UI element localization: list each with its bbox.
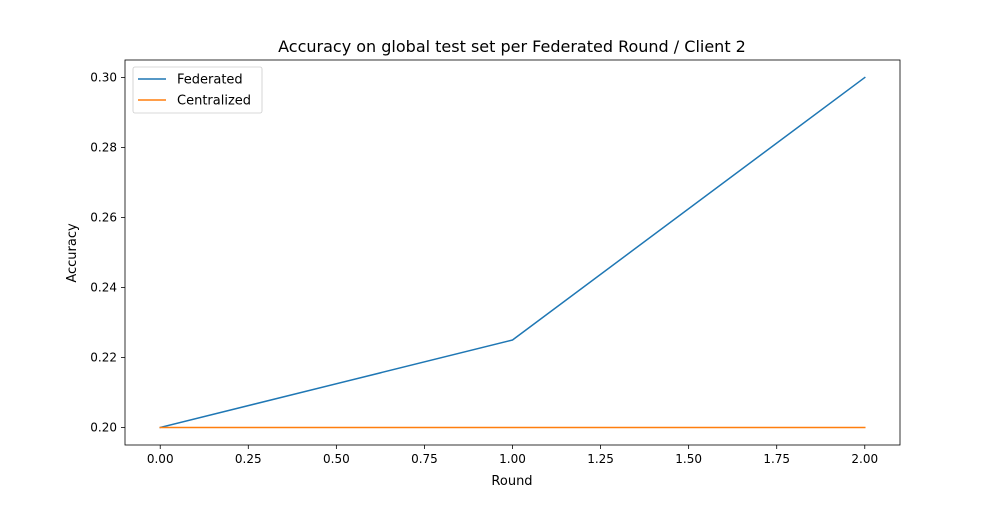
legend-label: Federated xyxy=(177,73,243,88)
x-tick-label: 1.75 xyxy=(763,452,790,466)
x-tick-label: 2.00 xyxy=(851,452,878,466)
legend-label: Centralized xyxy=(177,94,251,109)
x-tick-label: 0.75 xyxy=(411,452,438,466)
chart-title: Accuracy on global test set per Federate… xyxy=(278,37,746,56)
x-tick-label: 1.00 xyxy=(499,452,526,466)
axes-frame xyxy=(124,59,901,446)
x-tick-label: 0.50 xyxy=(323,452,350,466)
y-tick-label: 0.30 xyxy=(90,71,117,85)
y-tick-label: 0.22 xyxy=(90,351,117,365)
x-tick-label: 1.50 xyxy=(675,452,702,466)
y-tick-label: 0.20 xyxy=(90,421,117,435)
x-axis-label: Round xyxy=(491,474,532,489)
y-tick-label: 0.28 xyxy=(90,141,117,155)
plot-area: 0.00 0.25 0.50 0.75 1.00 1.25 1.50 1.75 2.00 0.20… xyxy=(90,59,901,466)
x-tick-label: 1.25 xyxy=(587,452,614,466)
series-line-0 xyxy=(159,76,866,429)
y-axis-label: Accuracy xyxy=(65,223,80,283)
legend: Federated Centralized xyxy=(132,66,263,114)
y-tick-label: 0.24 xyxy=(90,281,117,295)
y-tick-label: 0.26 xyxy=(90,211,117,225)
x-tick-label: 0.00 xyxy=(147,452,174,466)
x-tick-label: 0.25 xyxy=(235,452,262,466)
